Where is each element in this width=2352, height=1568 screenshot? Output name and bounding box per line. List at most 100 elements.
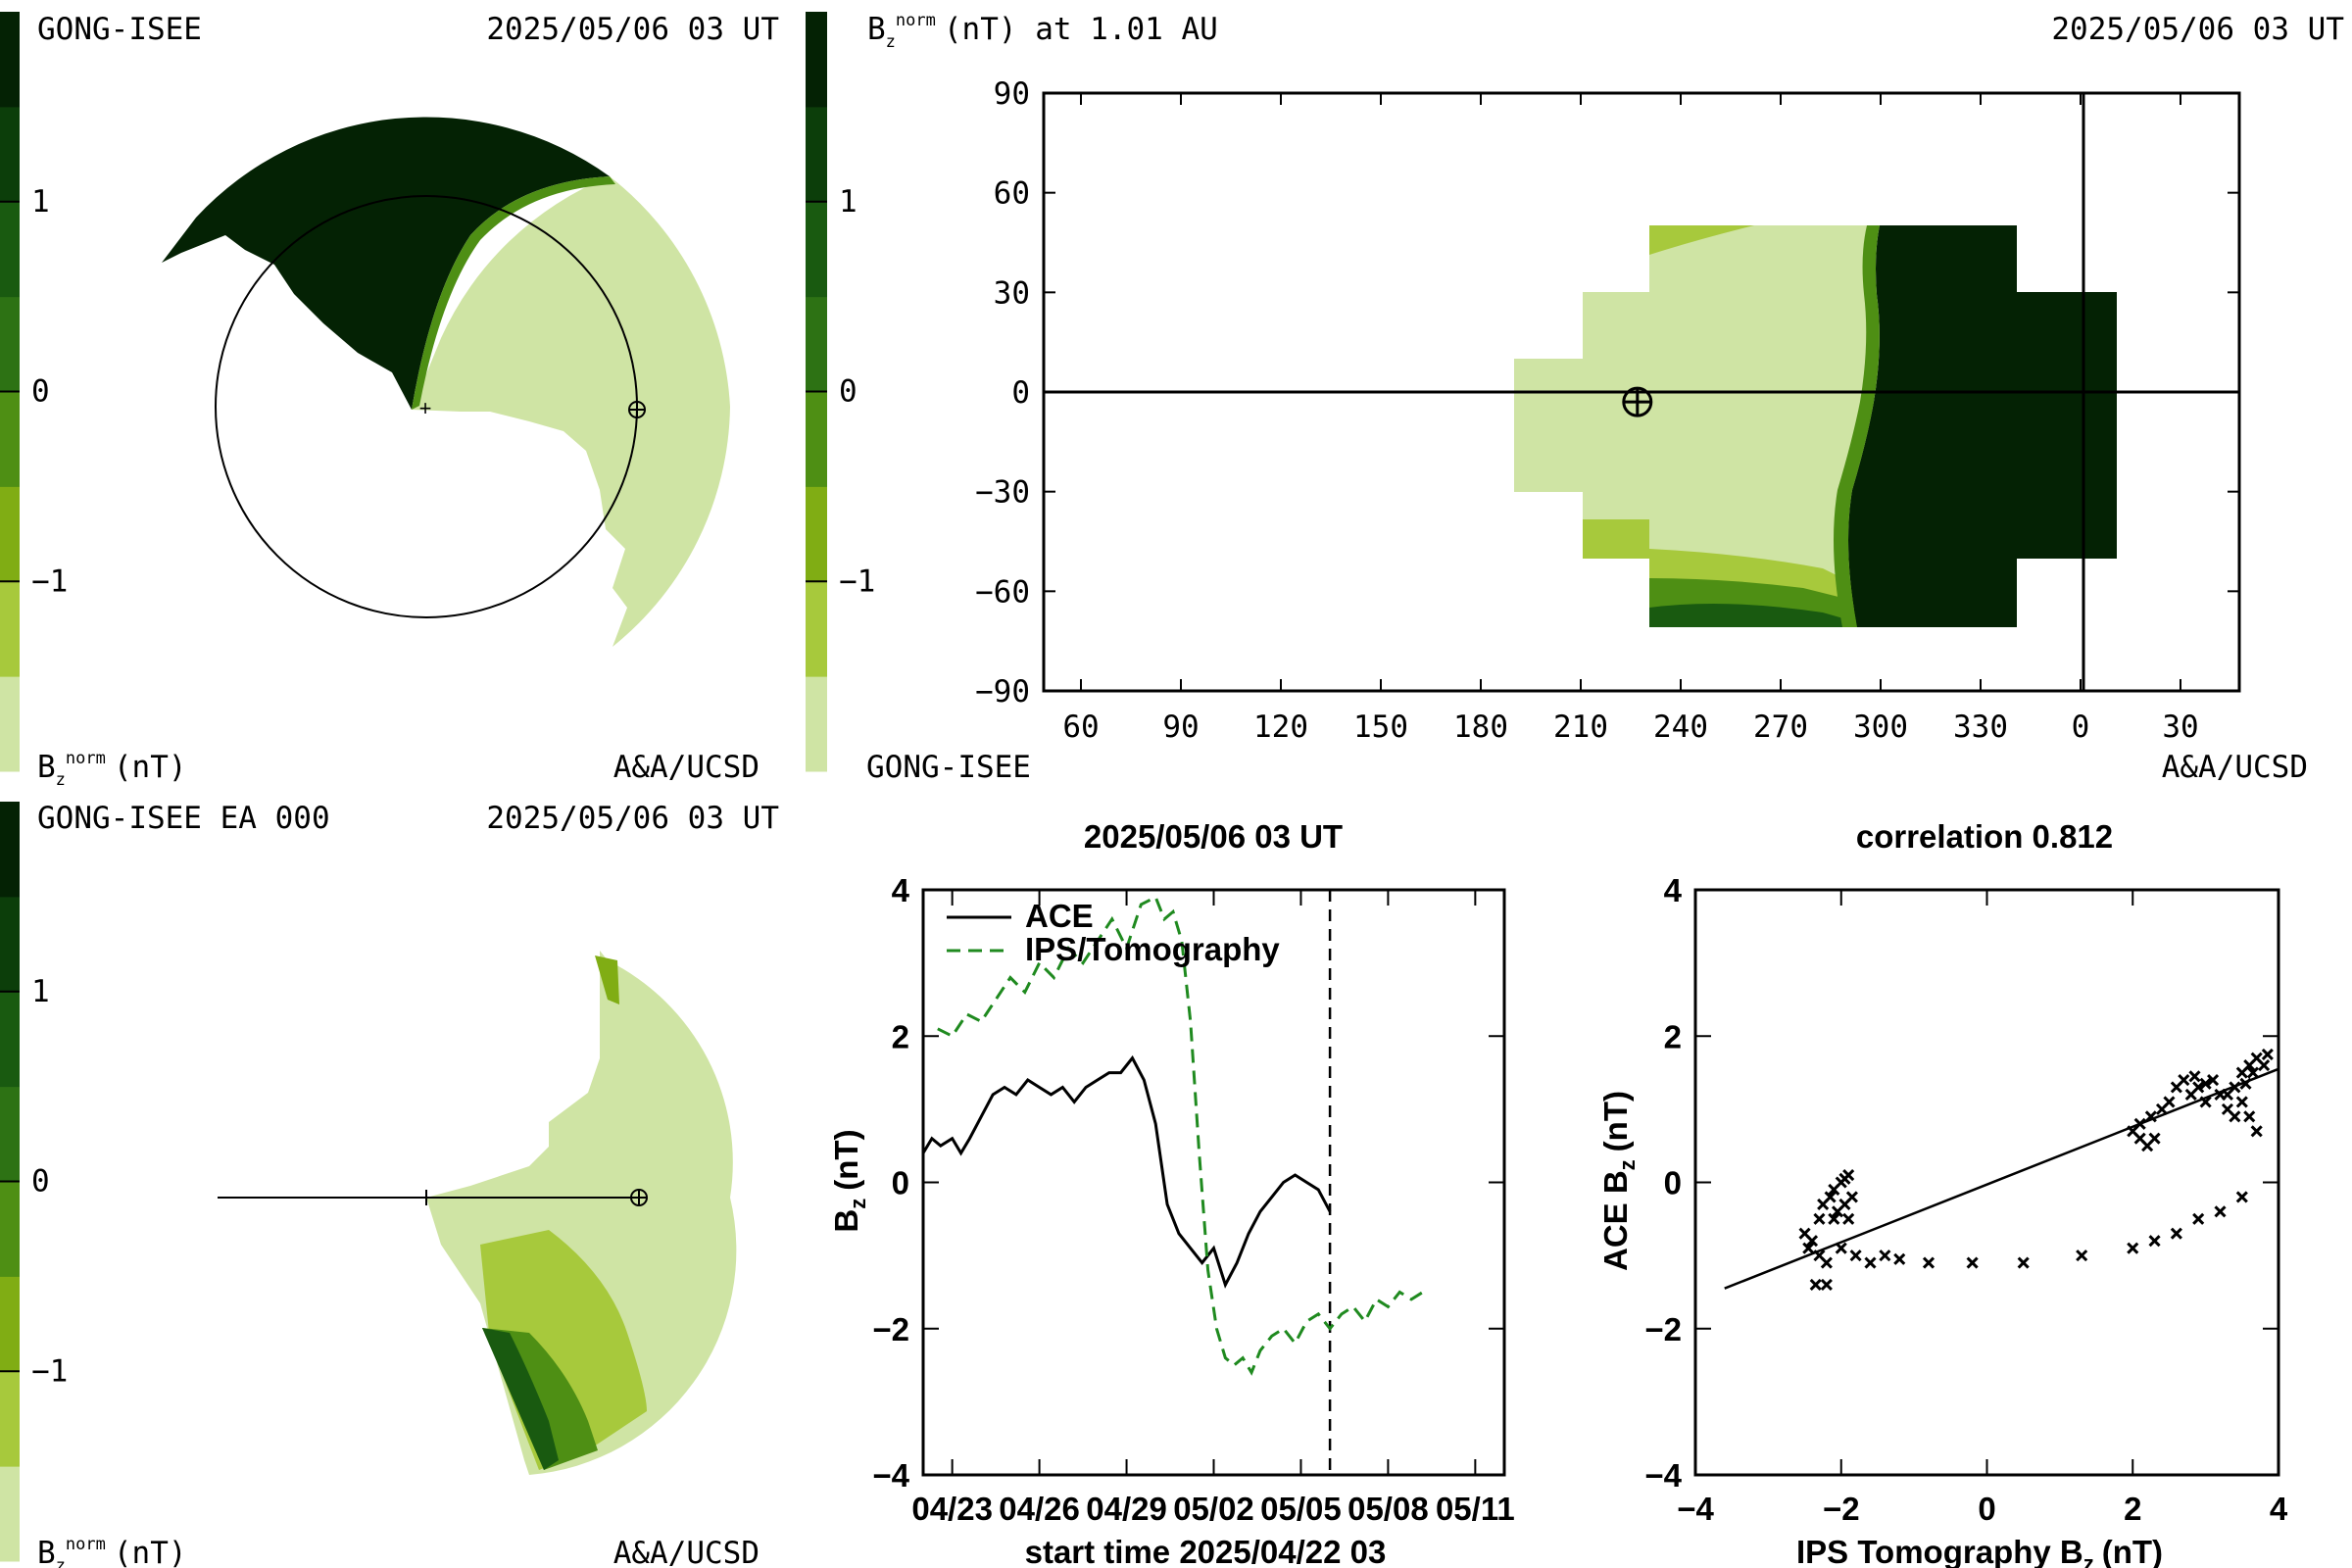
scatter-point [1813, 1212, 1826, 1225]
scatter-point [1802, 1242, 1815, 1254]
x-tick-label: 270 [1753, 710, 1808, 745]
colorbar-segment [806, 296, 827, 392]
y-tick-label: 60 [994, 176, 1030, 212]
x-tick-label: 150 [1353, 710, 1408, 745]
y-axis-label: Bz(nT) [828, 1129, 870, 1232]
panel-top-right: 1 0 −1 Bznorm (nT) at 1.01 AU 2025/05/06 03… [806, 11, 2344, 785]
chart-title: 2025/05/06 03 UT [1084, 818, 1343, 855]
colorbar-segment [0, 991, 20, 1088]
colorbar-segment [0, 391, 20, 487]
scatter-point [2235, 1096, 2248, 1108]
scatter-point [2017, 1256, 2030, 1269]
colorbar-segment [806, 486, 827, 582]
y-tick-label: 90 [994, 76, 1030, 112]
y-tick-label: 4 [892, 872, 910, 908]
x-tick-label: 05/02 [1173, 1491, 1254, 1527]
scatter-point [1845, 1191, 1858, 1203]
colorbar-segment [0, 1181, 20, 1277]
credit-label: A&A/UCSD [2162, 750, 2308, 785]
scatter-point [2250, 1125, 2263, 1138]
scatter-point [1805, 1235, 1819, 1248]
x-tick-label: 120 [1253, 710, 1308, 745]
colorbar-segment [0, 676, 20, 772]
y-tick-label: 0 [1664, 1165, 1682, 1201]
scatter-point [1879, 1250, 1891, 1262]
colorbar-tick-label: 0 [31, 1164, 50, 1200]
region-light [412, 176, 730, 647]
colorbar-tick-label: −1 [839, 564, 875, 599]
scatter-point [1809, 1278, 1822, 1292]
colorbar-tick-label: 0 [839, 374, 858, 410]
solar-map-top-left: + [162, 117, 730, 647]
plot-frame [1693, 888, 2280, 1477]
legend-label: ACE [1025, 898, 1094, 934]
colorbar-segment [0, 1276, 20, 1372]
x-tick-label: 04/26 [999, 1491, 1080, 1527]
panel-bottom-left: 1 0 −1 GONG-ISEE EA 000 2025/05/06 03 UT B… [0, 801, 779, 1568]
scatter-point [1966, 1256, 1979, 1269]
plot-area: −4 −2 0 2 4 4 2 0 −2 −4 [1644, 872, 2287, 1527]
colorbar-segment [806, 676, 827, 772]
colorbar-segment [0, 896, 20, 993]
colorbar-bottom-left: 1 0 −1 [0, 802, 68, 1562]
credit-label: A&A/UCSD [613, 1536, 760, 1568]
scatter-point [1893, 1252, 1906, 1265]
x-tick-label: 05/11 [1436, 1491, 1515, 1527]
unit-label: Bznorm (nT) [37, 749, 187, 790]
earth-marker [1622, 386, 1653, 417]
scatter-point [2243, 1110, 2256, 1123]
region-highlight [1649, 225, 1754, 255]
region-dark [162, 117, 610, 410]
y-axis-ticks: 90 60 30 0 −30 −60 −90 [975, 76, 2239, 710]
region-edge [1834, 225, 1880, 627]
panel-top-left: 1 0 −1 GONG-ISEE 2025/05/06 03 UT + Bznorm… [0, 12, 779, 790]
scatter-point [2199, 1077, 2212, 1090]
x-tick-label: 180 [1453, 710, 1508, 745]
colorbar-segment [0, 296, 20, 392]
region-dark [1848, 225, 2117, 627]
timestamp-label: 2025/05/06 03 UT [486, 801, 779, 836]
colorbar-segment [0, 201, 20, 298]
scatter-point [2261, 1048, 2274, 1060]
scatter-point [2192, 1081, 2205, 1094]
scatter-point [1922, 1256, 1936, 1269]
colorbar-tick-label: −1 [31, 564, 68, 599]
legend-label: IPS/Tomography [1025, 931, 1280, 967]
x-tick-label: 90 [1162, 710, 1199, 745]
plot-area: 04/23 04/26 04/29 05/02 05/05 05/08 05/11 4 2 0 −2… [872, 872, 1514, 1527]
y-tick-label: −4 [872, 1457, 909, 1494]
source-label: GONG-ISEE [37, 12, 202, 47]
region-top-green [595, 956, 619, 1004]
scatter-point [2199, 1096, 2212, 1108]
y-tick-label: 2 [1664, 1018, 1682, 1054]
colorbar-segment [806, 106, 827, 203]
colorbar-tick-label: 0 [31, 374, 50, 410]
scatter-point [2133, 1117, 2146, 1130]
colorbar-segment [0, 1466, 20, 1562]
y-tick-label: −30 [975, 475, 1030, 511]
scatter-point [1842, 1168, 1855, 1182]
unit-label: Bznorm (nT) [37, 1535, 187, 1568]
scatter-point [2221, 1088, 2233, 1102]
credit-label: A&A/UCSD [613, 750, 760, 785]
x-tick-label: 05/08 [1348, 1491, 1429, 1527]
x-tick-label: 210 [1553, 710, 1608, 745]
y-tick-label: 30 [994, 275, 1030, 311]
scatter-point [2163, 1096, 2176, 1108]
scatter-point [1824, 1191, 1837, 1203]
colorbar-segment [0, 581, 20, 677]
colorbar-top-left: 1 0 −1 [0, 12, 68, 772]
x-axis-label: start time 2025/04/22 03 [1025, 1534, 1387, 1568]
x-tick-label: 04/29 [1086, 1491, 1167, 1527]
map-title: Bznorm (nT) at 1.01 AU [867, 11, 1218, 52]
colorbar-segment [806, 581, 827, 677]
scatter-point [1820, 1256, 1833, 1269]
x-tick-label: 4 [2270, 1491, 2288, 1527]
colorbar-segment [0, 12, 20, 108]
x-tick-label: 330 [1953, 710, 2008, 745]
scatter-point [2178, 1073, 2190, 1087]
sun-marker: + [419, 396, 432, 420]
timestamp-label: 2025/05/06 03 UT [486, 12, 779, 47]
y-tick-label: −2 [1644, 1311, 1682, 1348]
colorbar-segment [0, 1086, 20, 1182]
